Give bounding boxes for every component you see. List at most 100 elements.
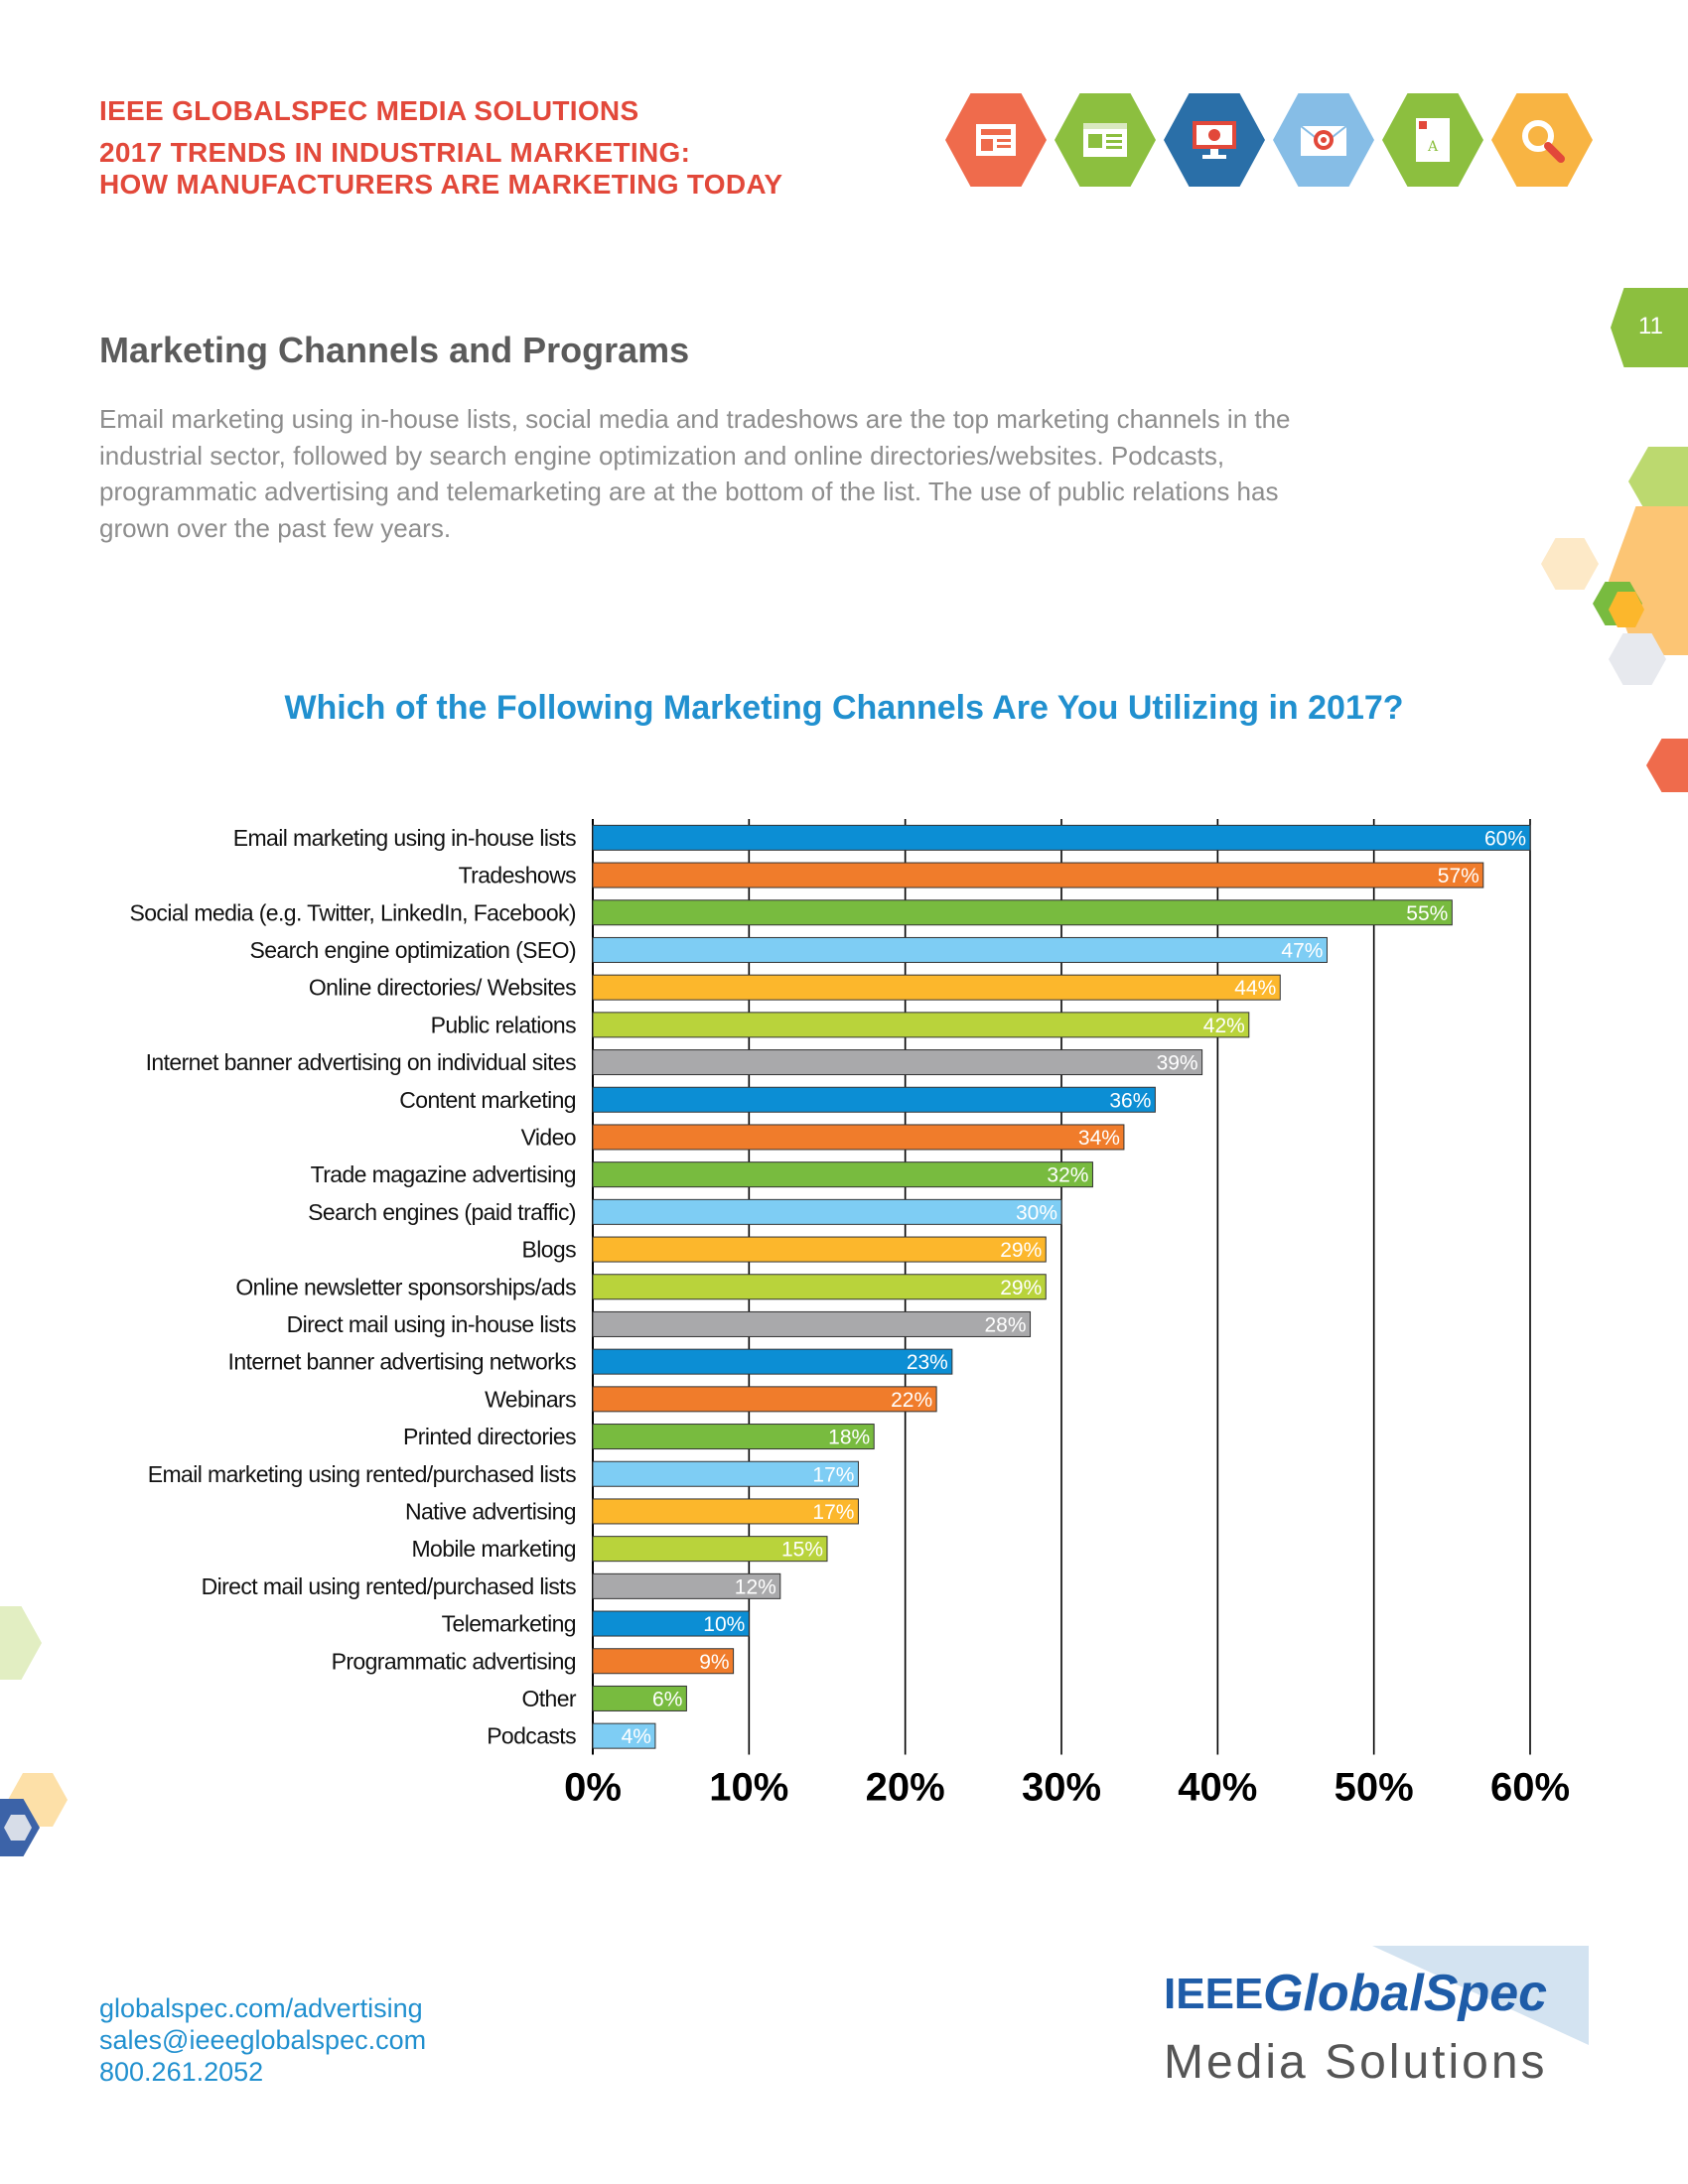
data-label: 22% [891, 1389, 932, 1412]
data-label: 47% [1281, 939, 1323, 962]
monitor-icon [1164, 93, 1265, 187]
bar [592, 1086, 1156, 1113]
x-tick-label: 30% [1022, 1766, 1101, 1808]
header-line-1: IEEE GLOBALSPEC MEDIA SOLUTIONS [99, 95, 639, 126]
category-label: Trade magazine advertising [311, 1161, 576, 1187]
data-label: 30% [1016, 1201, 1057, 1224]
category-label: Direct mail using rented/purchased lists [202, 1573, 576, 1599]
bar [592, 936, 1328, 963]
category-label: Webinars [485, 1386, 576, 1412]
category-label: Online directories/ Websites [309, 975, 576, 1001]
category-label: Email marketing using in-house lists [233, 825, 576, 851]
category-label: Email marketing using rented/purchased l… [148, 1461, 576, 1487]
bar [592, 899, 1453, 926]
category-label: Direct mail using in-house lists [287, 1311, 577, 1337]
header-line-2: 2017 TRENDS IN INDUSTRIAL MARKETING: [99, 137, 691, 168]
email-target-icon [1273, 93, 1374, 187]
x-tick-label: 0% [564, 1766, 622, 1808]
data-label: 39% [1157, 1052, 1198, 1075]
newsletter-icon [945, 93, 1047, 187]
category-label: Other [521, 1686, 576, 1711]
bar [592, 862, 1484, 888]
bar [592, 1685, 687, 1711]
bar [592, 1198, 1062, 1225]
data-label: 6% [652, 1688, 682, 1710]
svg-text:A: A [1427, 139, 1439, 155]
decorative-hexagon [1609, 506, 1688, 655]
document-icon: A [1382, 93, 1483, 187]
bar [592, 1648, 735, 1675]
bar [592, 1161, 1093, 1188]
x-tick-label: 10% [709, 1766, 788, 1808]
data-label: 29% [1000, 1239, 1042, 1262]
category-label: Public relations [431, 1012, 576, 1037]
category-label: Content marketing [399, 1087, 576, 1113]
horizontal-bar-chart: 60% Email marketing using in-house lists 5… [129, 819, 1570, 1808]
data-label: 44% [1234, 977, 1276, 1000]
data-label: 32% [1047, 1164, 1088, 1187]
page-number: 11 [1638, 313, 1663, 340]
decorative-hexagon [1646, 739, 1688, 792]
category-label: Printed directories [403, 1424, 576, 1449]
category-label: Internet banner advertising on individua… [146, 1049, 576, 1075]
category-label: Internet banner advertising networks [228, 1349, 577, 1375]
category-label: Search engine optimization (SEO) [249, 937, 576, 963]
bar [592, 1460, 859, 1487]
x-tick-label: 60% [1490, 1766, 1570, 1808]
x-tick-label: 20% [866, 1766, 945, 1808]
search-icon [1491, 93, 1593, 187]
section-title: Marketing Channels and Programs [99, 330, 690, 370]
data-label: 28% [985, 1313, 1027, 1336]
decorative-hexagon [1628, 447, 1688, 516]
bar [592, 1386, 937, 1413]
bar [592, 1049, 1203, 1076]
x-tick-label: 50% [1335, 1766, 1414, 1808]
data-label: 9% [699, 1651, 729, 1674]
bar [592, 1124, 1125, 1151]
category-label: Tradeshows [459, 863, 577, 888]
category-label: Blogs [521, 1237, 576, 1263]
decorative-hexagon [1609, 592, 1644, 627]
category-label: Programmatic advertising [332, 1648, 576, 1674]
category-label: Telemarketing [442, 1611, 576, 1637]
data-label: 17% [812, 1463, 854, 1486]
data-label: 17% [812, 1501, 854, 1524]
data-label: 57% [1438, 865, 1479, 887]
data-label: 4% [622, 1725, 651, 1748]
ieee-globalspec-logo: IEEE GlobalSpec Media Solutions [1164, 1944, 1589, 2093]
chart-title: Which of the Following Marketing Channel… [284, 689, 1404, 727]
bar [592, 1012, 1250, 1038]
bar [592, 974, 1281, 1001]
data-label: 34% [1078, 1127, 1120, 1150]
data-label: 42% [1203, 1015, 1245, 1037]
web-page-icon [1055, 93, 1156, 187]
data-label: 18% [828, 1427, 870, 1449]
logo-tagline: Media Solutions [1164, 2036, 1548, 2089]
bar [592, 1236, 1047, 1263]
category-label: Mobile marketing [411, 1536, 576, 1562]
page-number-tab [1611, 288, 1688, 367]
category-label: Native advertising [405, 1498, 576, 1524]
bar [592, 1310, 1032, 1337]
bar [592, 1536, 828, 1563]
decorative-hexagon [4, 1815, 32, 1841]
bar [592, 1722, 656, 1749]
header-line-3: HOW MANUFACTURERS ARE MARKETING TODAY [99, 169, 783, 200]
bar [592, 1572, 781, 1599]
logo-ieee-text: IEEE [1164, 1970, 1264, 2018]
footer-website-link[interactable]: globalspec.com/advertising [99, 1993, 423, 2023]
footer-email-link[interactable]: sales@ieeeglobalspec.com [99, 2025, 427, 2055]
logo-brand-text: GlobalSpec [1263, 1965, 1548, 2022]
category-label: Podcasts [487, 1723, 576, 1749]
category-label: Online newsletter sponsorships/ads [235, 1274, 576, 1299]
data-label: 60% [1484, 827, 1526, 850]
intro-paragraph: Email marketing using in-house lists, so… [99, 404, 1291, 543]
footer-phone: 800.261.2052 [99, 2057, 264, 2087]
header-icon-row: A [945, 93, 1601, 193]
decorative-hexagon [1541, 538, 1599, 590]
data-label: 10% [703, 1613, 745, 1636]
category-label: Video [521, 1124, 576, 1150]
data-label: 55% [1406, 902, 1448, 925]
bar [592, 1348, 953, 1375]
data-label: 23% [907, 1351, 948, 1374]
